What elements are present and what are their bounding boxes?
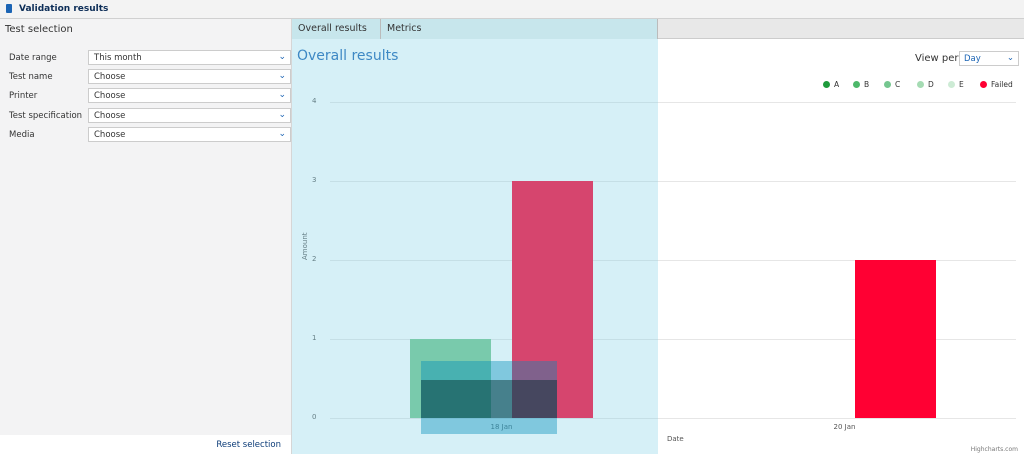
filter-label: Printer — [9, 91, 38, 101]
y-axis-title: Amount — [301, 232, 309, 260]
select-value: Choose — [94, 130, 126, 140]
gridline — [330, 181, 1016, 182]
panel-title: Test selection — [5, 24, 73, 35]
gridline — [330, 418, 1016, 419]
legend-label: A — [834, 80, 840, 89]
select-value: This month — [94, 53, 142, 63]
gridline — [330, 339, 1016, 340]
legend-item-e[interactable]: E — [948, 80, 964, 89]
filter-test-specification: Test specification Choose ⌄ — [9, 108, 291, 124]
select-value: Choose — [94, 72, 126, 82]
bar-c-18-jan[interactable] — [409, 339, 491, 418]
legend-item-a[interactable]: A — [823, 80, 839, 89]
gridline — [330, 102, 1016, 103]
y-tick-label: 4 — [312, 97, 317, 105]
x-tick-label: 20 Jan — [833, 423, 856, 431]
x-axis-title: Date — [667, 435, 684, 443]
legend-dot-icon — [853, 81, 860, 88]
printer-select[interactable]: Choose ⌄ — [88, 88, 291, 103]
filter-label: Date range — [9, 53, 57, 63]
highcharts-credit[interactable]: Highcharts.com — [970, 446, 1018, 453]
bar-failed-20-jan[interactable] — [854, 260, 936, 418]
y-tick-label: 3 — [312, 176, 317, 184]
legend-dot-icon — [948, 81, 955, 88]
reset-selection-link[interactable]: Reset selection — [216, 440, 281, 450]
date-range-select[interactable]: This month ⌄ — [88, 50, 291, 65]
app-header: Validation results — [0, 0, 1024, 19]
select-value: Day — [964, 54, 981, 64]
chevron-down-icon: ⌄ — [278, 52, 286, 62]
legend-item-failed[interactable]: Failed — [980, 80, 1013, 89]
legend-dot-icon — [980, 81, 987, 88]
clipboard-icon — [6, 4, 12, 13]
filter-label: Test name — [9, 72, 53, 82]
legend-dot-icon — [884, 81, 891, 88]
legend-item-b[interactable]: B — [853, 80, 869, 89]
filter-printer: Printer Choose ⌄ — [9, 88, 291, 104]
filter-test-name: Test name Choose ⌄ — [9, 69, 291, 85]
x-tick-label: 18 Jan — [490, 423, 513, 431]
legend-item-d[interactable]: D — [917, 80, 934, 89]
bar-failed-18-jan[interactable] — [511, 181, 593, 418]
select-value: Choose — [94, 111, 126, 121]
panel-footer: Reset selection — [0, 435, 292, 454]
page-title: Overall results — [297, 48, 399, 64]
chevron-down-icon: ⌄ — [278, 71, 286, 81]
view-per-label: View per — [915, 53, 959, 64]
filter-label: Media — [9, 130, 35, 140]
view-per-select[interactable]: Day ⌄ — [959, 51, 1019, 66]
filter-date-range: Date range This month ⌄ — [9, 50, 291, 66]
legend-label: Failed — [991, 80, 1013, 89]
filter-label: Test specification — [9, 111, 83, 121]
chevron-down-icon: ⌄ — [278, 129, 286, 139]
tab-metrics[interactable]: Metrics — [381, 19, 658, 39]
test-name-select[interactable]: Choose ⌄ — [88, 69, 291, 84]
legend-label: D — [928, 80, 934, 89]
chevron-down-icon: ⌄ — [278, 110, 286, 120]
legend-label: B — [864, 80, 870, 89]
legend-label: E — [959, 80, 964, 89]
legend-dot-icon — [823, 81, 830, 88]
y-tick-label: 1 — [312, 334, 317, 342]
chevron-down-icon: ⌄ — [278, 90, 286, 100]
select-value: Choose — [94, 91, 126, 101]
filter-media: Media Choose ⌄ — [9, 127, 291, 143]
tab-bar: Overall results Metrics — [292, 19, 1024, 39]
test-selection-panel: Test selection Date range This month ⌄ Tes… — [0, 19, 292, 435]
y-tick-label: 2 — [312, 255, 317, 263]
legend-item-c[interactable]: C — [884, 80, 900, 89]
gridline — [330, 260, 1016, 261]
legend-dot-icon — [917, 81, 924, 88]
chevron-down-icon: ⌄ — [1006, 53, 1014, 63]
tab-overall-results[interactable]: Overall results — [292, 19, 381, 39]
test-specification-select[interactable]: Choose ⌄ — [88, 108, 291, 123]
legend-label: C — [895, 80, 901, 89]
media-select[interactable]: Choose ⌄ — [88, 127, 291, 142]
app-title: Validation results — [19, 4, 109, 14]
y-tick-label: 0 — [312, 413, 317, 421]
